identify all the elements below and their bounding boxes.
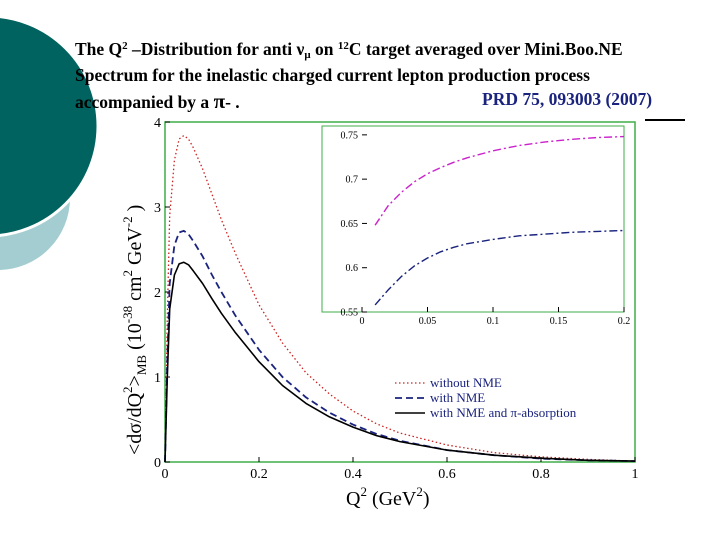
title-text: on (310, 39, 338, 59)
title-text: accompanied by a (75, 92, 214, 112)
y-label-sup: 2 (120, 270, 135, 277)
y-label-sup: -38 (120, 306, 135, 323)
legend-label: with NME and π-absorption (430, 405, 577, 420)
legend-label: with NME (430, 390, 485, 405)
main-x-tick-label: 0.2 (250, 467, 268, 482)
inset-y-tick-label: 0.6 (346, 263, 359, 274)
svg-text:<dσ/dQ2>MB (10-38 cm2 GeV-2 ): <dσ/dQ2>MB (10-38 cm2 GeV-2 ) (120, 205, 149, 455)
y-label-sup: 2 (120, 386, 135, 393)
main-x-tick-label: 0.6 (438, 467, 456, 482)
inset-x-tick-label: 0.1 (487, 316, 500, 327)
x-axis-label: Q2 (GeV2) (346, 484, 430, 510)
nu-symbol: ν (296, 39, 305, 59)
main-x-tick-label: 1 (632, 467, 639, 482)
inset-frame (321, 125, 625, 313)
title-line-3: accompanied by a π- . (75, 88, 715, 115)
y-label-gt: > (124, 375, 146, 386)
dark-circle-shape (0, 16, 98, 236)
y-axis-label: <dσ/dQ2>MB (10-38 cm2 GeV-2 ) (120, 205, 149, 455)
legend-entry-without-nme: without NME (395, 375, 502, 390)
main-series-line-0 (164, 134, 636, 463)
reference-underline (645, 119, 685, 121)
title-sup: 2 (122, 40, 128, 52)
inset-x-tick-label: 0.15 (550, 316, 568, 327)
main-y-tick-label: 2 (154, 286, 161, 301)
inset-x-tick-label: 0 (360, 316, 365, 327)
inset-axis-ticks: 0 0.05 0.1 0.15 0.2 0.55 0.6 0.65 0.7 0.75 (341, 130, 631, 327)
legend: without NME with NME with NME and π-abso… (395, 375, 577, 420)
mu-subscript: μ (304, 49, 311, 61)
carbon-mass-number: 12 (337, 40, 349, 52)
main-series-line-1 (164, 229, 636, 463)
main-series-line-2 (164, 261, 636, 463)
title-text: - . (225, 92, 240, 112)
title-text: The Q (75, 39, 123, 59)
dark-circle-outline (0, 15, 100, 237)
y-label-close: ) (124, 205, 146, 217)
inset-y-tick-label: 0.7 (346, 175, 359, 186)
x-label-sup: 2 (416, 484, 423, 499)
reference-citation: PRD 75, 093003 (2007) (482, 89, 653, 109)
main-y-tick-label: 0 (154, 456, 161, 471)
main-x-tick-label: 0.4 (344, 467, 362, 482)
title-text: C target averaged over Mini.Boo.NE (348, 39, 623, 59)
y-label-unit: GeV (124, 227, 146, 270)
y-label-unit: cm (124, 276, 146, 306)
y-label-main: <dσ/dQ (124, 392, 146, 455)
y-label-sub: MB (134, 355, 149, 376)
slide-title: The Q2 –Distribution for anti νμ on 12C … (75, 36, 715, 115)
legend-entry-with-nme-pi-absorption: with NME and π-absorption (395, 405, 577, 420)
main-y-tick-label: 1 (154, 371, 161, 386)
x-label-q: Q (346, 488, 361, 510)
inset-x-tick-label: 0.05 (419, 316, 437, 327)
legend-label: without NME (430, 375, 502, 390)
main-axis-ticks: 0 0.2 0.4 0.6 0.8 1 0 1 2 3 4 (154, 116, 639, 482)
legend-entry-with-nme: with NME (395, 390, 485, 405)
pi-symbol: π (213, 89, 226, 113)
x-label-sup: 2 (360, 484, 367, 499)
main-y-tick-label: 4 (154, 116, 161, 131)
title-line-2: Spectrum for the inelastic charged curre… (75, 65, 590, 85)
main-series (164, 134, 636, 463)
title-line-1: The Q2 –Distribution for anti νμ on 12C … (75, 36, 715, 62)
inset-y-tick-label: 0.65 (341, 219, 359, 230)
x-label-close: ) (423, 488, 430, 510)
y-label-unit: (10 (124, 323, 146, 355)
main-x-tick-label: 0.8 (532, 467, 550, 482)
main-x-tick-label: 0 (162, 467, 169, 482)
inset-series-line-0 (374, 135, 625, 226)
inset-series (374, 135, 625, 306)
main-y-tick-label: 3 (154, 201, 161, 216)
svg-text:Q2 (GeV2): Q2 (GeV2) (346, 484, 430, 510)
inset-x-tick-label: 0.2 (618, 316, 631, 327)
y-label-sup: -2 (120, 216, 135, 227)
title-text: –Distribution for anti (127, 39, 297, 59)
inset-series-line-1 (374, 229, 625, 306)
inset-y-tick-label: 0.55 (341, 308, 359, 319)
inset-y-tick-label: 0.75 (341, 130, 359, 141)
x-label-unit: (GeV (367, 488, 417, 510)
